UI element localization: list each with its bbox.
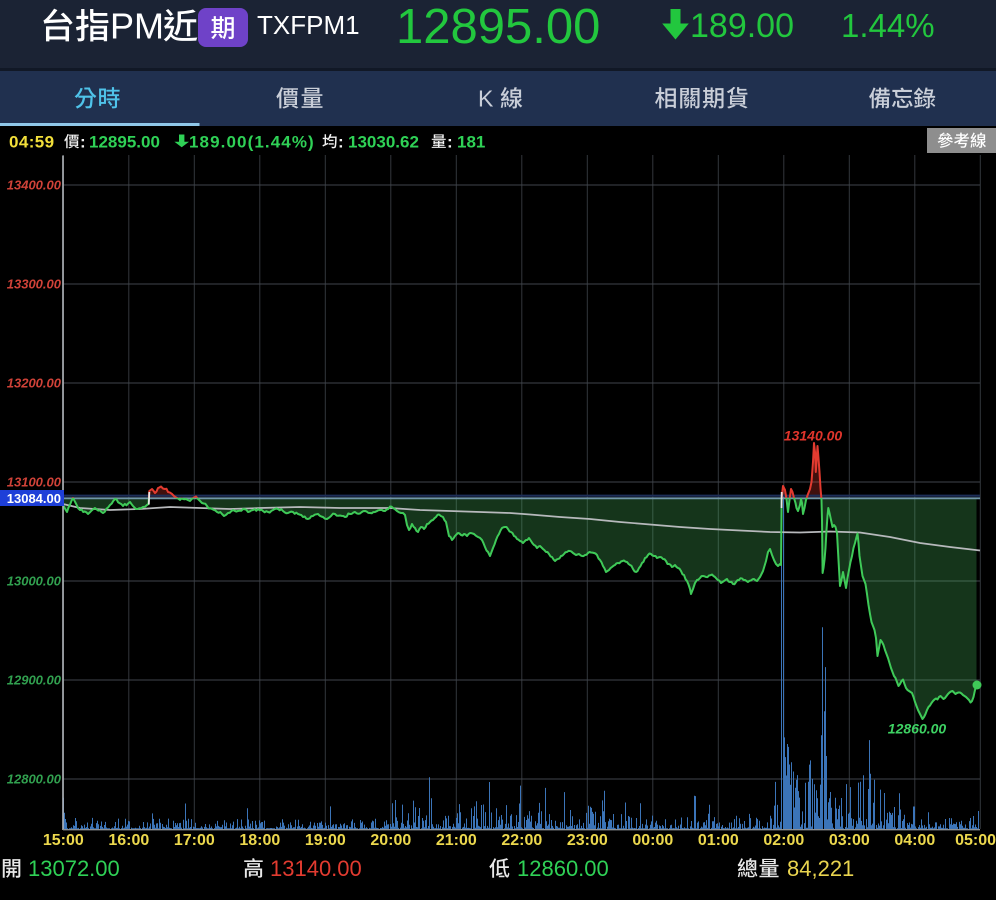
svg-text:K: K bbox=[478, 86, 494, 112]
svg-text:15:00: 15:00 bbox=[43, 832, 84, 849]
svg-text:1.44%: 1.44% bbox=[841, 7, 935, 44]
svg-text:23:00: 23:00 bbox=[567, 832, 608, 849]
svg-text:181: 181 bbox=[457, 133, 485, 152]
svg-text:21:00: 21:00 bbox=[436, 832, 477, 849]
svg-text:PM: PM bbox=[110, 6, 164, 47]
svg-text:13200.00: 13200.00 bbox=[7, 376, 62, 391]
svg-text:00:00: 00:00 bbox=[632, 832, 673, 849]
svg-text:20:00: 20:00 bbox=[370, 832, 411, 849]
svg-text:13100.00: 13100.00 bbox=[7, 475, 62, 490]
svg-text:12895.00: 12895.00 bbox=[396, 0, 600, 54]
svg-text:04:59: 04:59 bbox=[9, 133, 54, 152]
svg-text:13030.62: 13030.62 bbox=[348, 133, 419, 152]
svg-text:189.00(1.44%): 189.00(1.44%) bbox=[189, 133, 315, 152]
svg-text:12860.00: 12860.00 bbox=[517, 856, 609, 881]
svg-text:13140.00: 13140.00 bbox=[270, 856, 362, 881]
svg-text:05:00: 05:00 bbox=[955, 832, 996, 849]
svg-text:12895.00: 12895.00 bbox=[89, 133, 160, 152]
svg-text:12800.00: 12800.00 bbox=[7, 772, 62, 787]
svg-text:01:00: 01:00 bbox=[698, 832, 739, 849]
svg-text:TXFPM1: TXFPM1 bbox=[257, 10, 360, 40]
svg-text:12900.00: 12900.00 bbox=[7, 673, 62, 688]
svg-text:04:00: 04:00 bbox=[894, 832, 935, 849]
svg-text:13400.00: 13400.00 bbox=[7, 178, 62, 193]
svg-text:13072.00: 13072.00 bbox=[28, 856, 120, 881]
svg-text:03:00: 03:00 bbox=[829, 832, 870, 849]
svg-text:16:00: 16:00 bbox=[108, 832, 149, 849]
svg-text:84,221: 84,221 bbox=[787, 856, 854, 881]
svg-text:13300.00: 13300.00 bbox=[7, 277, 62, 292]
svg-text:18:00: 18:00 bbox=[239, 832, 280, 849]
svg-text:22:00: 22:00 bbox=[501, 832, 542, 849]
svg-text:13140.00: 13140.00 bbox=[784, 428, 843, 444]
svg-text:19:00: 19:00 bbox=[305, 832, 346, 849]
svg-text:13000.00: 13000.00 bbox=[7, 574, 62, 589]
svg-text:189.00: 189.00 bbox=[690, 7, 794, 45]
svg-text:02:00: 02:00 bbox=[763, 832, 804, 849]
svg-text:17:00: 17:00 bbox=[174, 832, 215, 849]
svg-text::: : bbox=[80, 133, 86, 152]
svg-text::: : bbox=[447, 133, 453, 152]
svg-text:12860.00: 12860.00 bbox=[888, 721, 947, 737]
svg-text:13084.00: 13084.00 bbox=[7, 491, 61, 506]
svg-text::: : bbox=[338, 133, 344, 152]
